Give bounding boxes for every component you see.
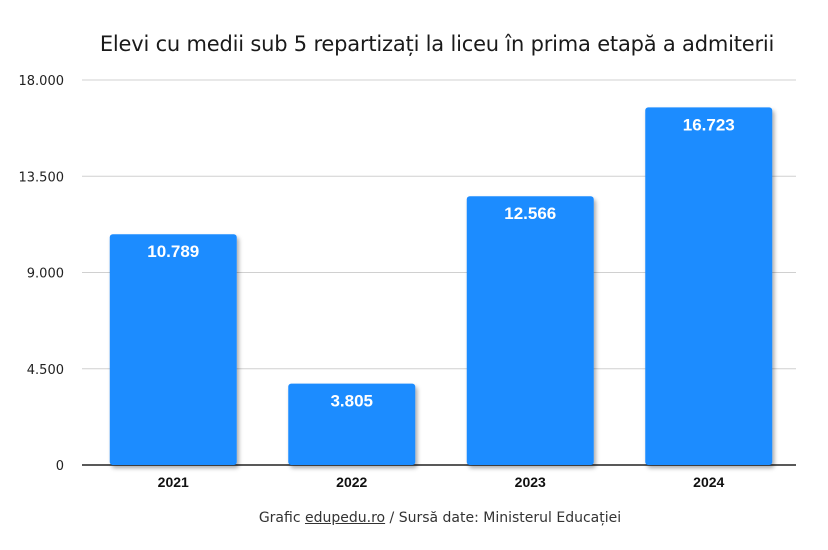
data-label-2022: 3.805 [330,392,373,411]
data-label-2024: 16.723 [683,115,735,134]
bar-2021 [109,234,237,465]
bar-2023 [466,196,594,465]
y-tick-label: 4.500 [27,363,64,378]
x-tick-label: 2023 [515,474,546,490]
x-axis-ticks: 2021 2022 2023 2024 [158,474,725,490]
data-label-2021: 10.789 [147,242,199,261]
y-axis-ticks: 0 4.500 9.000 13.500 18.000 [19,74,65,474]
source-link[interactable]: edupedu.ro [304,510,386,526]
chart-title: Elevi cu medii sub 5 repartizați la lice… [99,32,775,56]
y-tick-label: 9.000 [27,267,64,282]
bar-2022 [288,383,416,465]
bars: 10.789 3.805 12.566 16.723 [109,107,773,466]
data-label-2023: 12.566 [504,204,556,223]
x-tick-label: 2024 [693,474,724,490]
bar-2024 [645,107,773,466]
y-tick-label: 18.000 [19,74,65,89]
footer-suffix: / Sursă date: Ministerul Educației [385,510,622,526]
chart-footer: Grafic edupedu.ro / Sursă date: Minister… [0,510,828,526]
y-tick-label: 0 [56,459,64,474]
y-tick-label: 13.500 [19,170,65,185]
x-tick-label: 2022 [336,474,367,490]
x-tick-label: 2021 [158,474,189,490]
footer-prefix: Grafic [258,510,305,526]
